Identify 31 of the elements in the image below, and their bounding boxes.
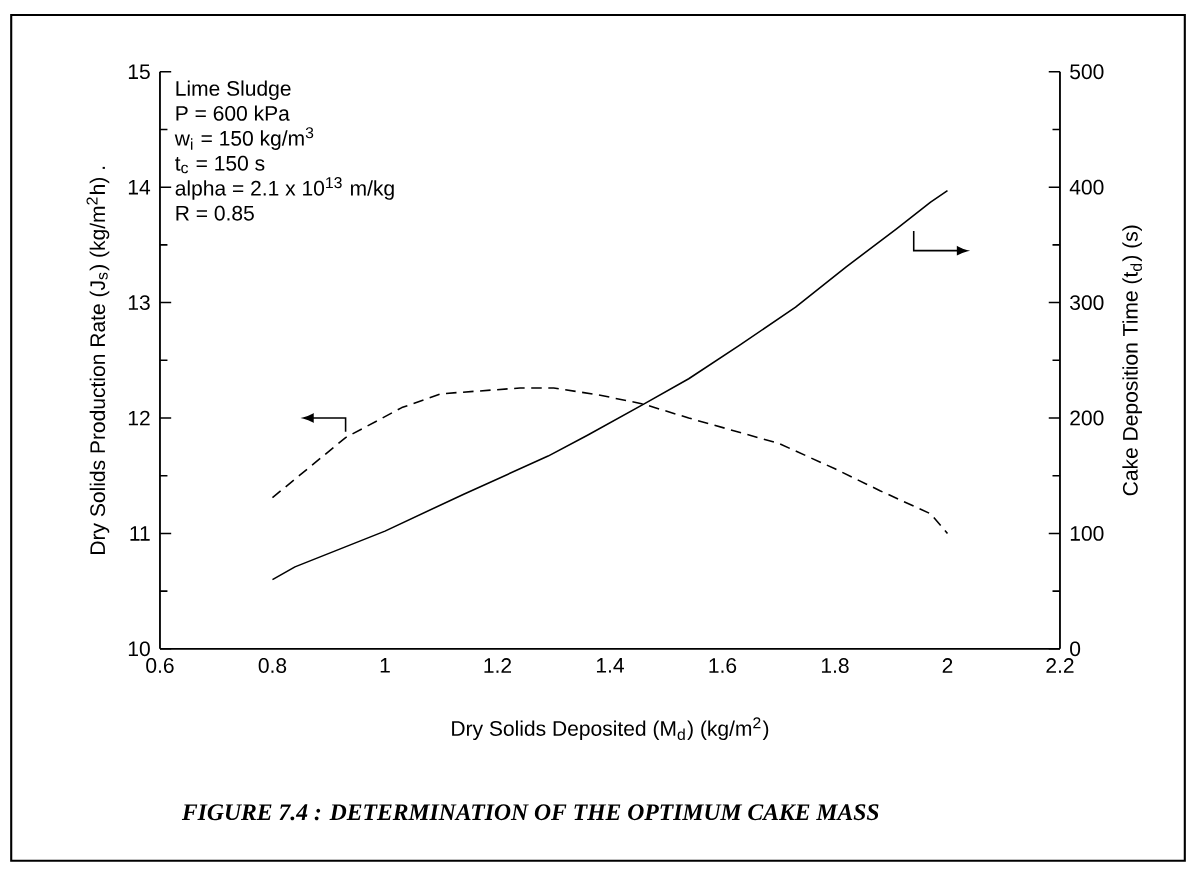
annotation: alpha = 2.1 x 10$^{13}$ m/kg [175,177,394,200]
y2-tick-label: 500 [1070,64,1104,80]
annotation: R = 0.85 [176,205,254,221]
y-tick-label: 10 [128,641,150,657]
y-axis-title: Dry Solids Production Rate (J$_{s}$) (kg/m$^{2}$h) . [86,166,110,554]
x-tick-label: 0.8 [258,658,287,673]
y2-tick-label: 300 [1070,295,1104,311]
x-tick-label: 1.8 [821,658,849,673]
annotation: w$_{i}$ = 150 kg/m$^{3}$ [174,127,314,150]
annotation: Lime Sludge [176,80,291,101]
x-tick-label: 2.2 [1046,658,1074,673]
y-tick-label: 14 [128,179,151,195]
x-axis-title: Dry Solids Deposited (M$_{d}$) (kg/m$^{2}$) [452,717,769,741]
x-tick-label: 2 [942,658,953,673]
x-tick-label: 1.4 [596,658,624,673]
x-tick-label: 1.2 [484,658,512,673]
text: FIGURE 7.4 : DETERMINATION OF THE OPTIMUM CAKE MASS [181,804,879,821]
y2-tick-label: 200 [1070,410,1104,426]
annotation: t$_{c}$ = 150 s [175,155,265,174]
y2-tick-label: 0 [1070,641,1081,657]
annotation: P = 600 kPa [176,105,290,121]
x-tick-label: 1.6 [709,658,737,673]
y2-tick-label: 400 [1069,179,1104,195]
y-tick-label: 15 [128,64,150,80]
y-tick-label: 11 [130,526,150,541]
y2-axis-title: Cake Deposition Time (t$_{d}$) (s) [1122,225,1142,496]
x-tick-label: 0.6 [146,658,174,673]
x-tick-label: 1 [380,658,390,673]
y-tick-label: 13 [128,295,150,311]
y2-tick-label: 100 [1070,525,1104,541]
y-tick-label: 12 [128,410,150,426]
